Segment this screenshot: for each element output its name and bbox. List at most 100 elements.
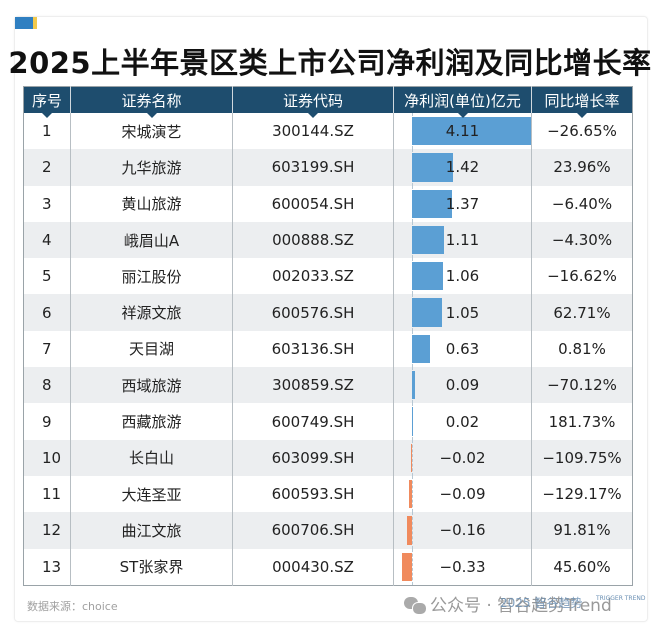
bar-baseline — [412, 512, 413, 549]
table-row: 5 丽江股份 002033.SZ 1.06 −16.62% — [23, 258, 633, 295]
table-row: 2 九华旅游 603199.SH 1.42 23.96% — [23, 149, 633, 186]
cell-index: 11 — [23, 475, 71, 513]
watermark-text: 公众号 · 智谷趋势Trend — [430, 596, 612, 616]
header-code-label: 证券代码 — [282, 91, 343, 110]
profit-bar-negative — [402, 552, 412, 581]
cell-index: 5 — [23, 258, 71, 295]
cell-profit: 1.05 — [393, 294, 532, 331]
cell-index: 9 — [23, 403, 71, 440]
bar-baseline — [412, 475, 413, 513]
cell-name: 祥源文旅 — [70, 294, 233, 331]
profit-bar-positive — [412, 298, 443, 327]
cell-index: 6 — [23, 294, 71, 331]
cell-index: 12 — [23, 512, 71, 549]
cell-name: ST张家界 — [70, 548, 233, 586]
profit-bar-negative — [409, 479, 412, 509]
table-body: 1 宋城演艺 300144.SZ 4.11 −26.65% 2 九华旅游 603199.SH 1… — [23, 113, 633, 586]
cell-index: 13 — [23, 548, 71, 586]
table-row: 12 曲江文旅 600706.SH −0.16 91.81% — [23, 512, 633, 549]
profit-bar-positive — [412, 371, 415, 400]
cell-name: 西域旅游 — [70, 367, 233, 404]
profit-value-label: 0.09 — [445, 376, 480, 395]
profit-bar-negative — [411, 443, 412, 472]
cell-growth: 0.81% — [558, 339, 606, 358]
cell-code: 600749.SH — [232, 403, 394, 440]
profit-value-label: 0.02 — [445, 412, 480, 431]
cell-name: 曲江文旅 — [70, 512, 233, 549]
cell-profit: −0.16 — [393, 512, 532, 549]
cell-index: 2 — [23, 149, 71, 186]
cell-profit: −0.33 — [393, 548, 532, 586]
cell-code: 300859.SZ — [232, 367, 394, 404]
cell-growth: −109.75% — [531, 439, 633, 476]
header-name: 证券名称 — [70, 86, 233, 118]
cell-growth: −129.17% — [542, 485, 622, 504]
cell-growth: −6.40% — [551, 194, 613, 213]
cell-code: 002033.SZ — [232, 258, 394, 295]
cell-code: 000888.SZ — [232, 221, 394, 259]
corner-tab-yellow — [33, 17, 37, 29]
cell-growth: 45.60% — [553, 557, 611, 576]
profit-value-label: 1.42 — [445, 158, 480, 177]
cell-code: 600593.SH — [232, 475, 394, 513]
brand-logo-tag: TRIGGER TREND — [596, 595, 646, 602]
header-profit-label: 净利润(单位)亿元 — [404, 91, 521, 110]
corner-tab-decoration — [15, 17, 37, 29]
profit-bar-positive — [412, 117, 532, 146]
bar-baseline — [412, 548, 413, 585]
cell-profit: 1.11 — [393, 221, 532, 259]
cell-code: 000430.SZ — [232, 548, 394, 586]
profit-bar-positive — [412, 225, 445, 255]
cell-name: 宋城演艺 — [70, 113, 233, 150]
cell-code: 603099.SH — [232, 439, 394, 476]
cell-name: 长白山 — [70, 439, 233, 476]
cell-profit: 1.42 — [393, 149, 532, 186]
header-notch — [577, 113, 587, 118]
cell-code: 603136.SH — [232, 330, 394, 368]
watermark: 公众号 · 智谷趋势Trend — [404, 591, 612, 616]
table-row: 11 大连圣亚 600593.SH −0.09 −129.17% — [23, 475, 633, 513]
cell-name: 峨眉山A — [70, 221, 233, 259]
chart-title: 2025上半年景区类上市公司净利润及同比增长率 — [8, 46, 652, 80]
cell-growth: 62.71% — [531, 294, 633, 331]
cell-profit: 1.37 — [393, 185, 532, 222]
header-growth: 同比增长率 — [531, 86, 633, 118]
bar-baseline — [412, 439, 413, 476]
data-source: 数据来源：choice — [27, 600, 118, 613]
header-code: 证券代码 — [232, 86, 394, 118]
cell-index: 10 — [23, 439, 71, 476]
cell-name: 西藏旅游 — [70, 403, 233, 440]
cell-profit: 0.63 — [393, 330, 532, 368]
cell-growth: 23.96% — [531, 149, 633, 186]
header-notch — [308, 113, 318, 118]
table-header-row: 序号 证券名称 证券代码 净利润(单位)亿元 同比增长率 — [23, 86, 633, 118]
cell-index: 1 — [23, 113, 71, 150]
cell-name: 大连圣亚 — [70, 475, 233, 513]
cell-growth: −16.62% — [547, 267, 617, 286]
header-notch — [457, 113, 468, 118]
profit-value-label: 1.11 — [445, 231, 480, 250]
profit-value-label: −0.33 — [439, 557, 486, 576]
header-notch — [42, 113, 52, 118]
profit-value-label: −0.02 — [439, 448, 486, 467]
cell-index: 8 — [23, 367, 71, 404]
corner-tab-blue — [15, 17, 33, 29]
cell-profit: 1.06 — [393, 258, 532, 295]
header-index-label: 序号 — [31, 91, 62, 110]
table-row: 3 黄山旅游 600054.SH 1.37 −6.40% — [23, 185, 633, 222]
cell-index: 7 — [23, 330, 71, 368]
table-row: 13 ST张家界 000430.SZ −0.33 45.60% — [23, 548, 633, 586]
table-row: 1 宋城演艺 300144.SZ 4.11 −26.65% — [23, 113, 633, 150]
cell-growth: 181.73% — [548, 412, 616, 431]
cell-name: 天目湖 — [70, 330, 233, 368]
cell-profit: 0.02 — [393, 403, 532, 440]
header-name-label: 证券名称 — [121, 91, 182, 110]
cell-code: 603199.SH — [232, 149, 394, 186]
profit-value-label: −0.16 — [439, 521, 486, 540]
cell-growth: −4.30% — [531, 221, 633, 259]
data-table: 序号 证券名称 证券代码 净利润(单位)亿元 同比增长率 1 宋城演艺 300144… — [23, 86, 633, 586]
cell-profit: −0.02 — [393, 439, 532, 476]
profit-bar-positive — [412, 153, 454, 182]
profit-value-label: 1.06 — [445, 267, 480, 286]
cell-growth: −70.12% — [531, 367, 633, 404]
